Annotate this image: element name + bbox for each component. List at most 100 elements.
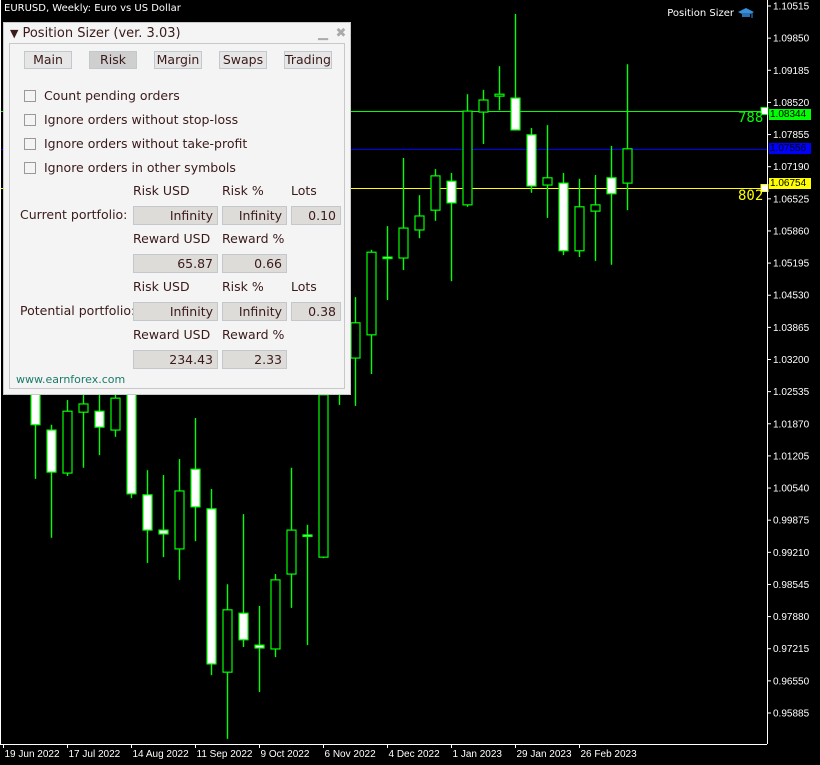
bear-candle-body	[46, 429, 57, 473]
candle	[494, 66, 505, 111]
time-tick-label: 11 Sep 2022	[197, 749, 253, 760]
price-tick-label: 1.10515	[773, 2, 810, 13]
candle	[622, 64, 633, 211]
checkbox-label: Ignore orders without stop-loss	[44, 112, 239, 127]
current-reward-usd: 65.87	[133, 254, 218, 273]
collapse-triangle-icon[interactable]: ▼	[10, 26, 19, 40]
chart-title: EURUSD, Weekly: Euro vs US Dollar	[4, 3, 181, 14]
time-tick-label: 17 Jul 2022	[69, 749, 121, 760]
position-sizer-panel: ▼ Position Sizer (ver. 3.03) ▁ ✖ Main Ri…	[3, 22, 351, 395]
bear-candle-body	[190, 468, 201, 508]
candle	[286, 467, 297, 608]
bull-candle-body	[494, 93, 505, 97]
candle	[606, 145, 617, 265]
header-lots: Lots	[291, 183, 317, 198]
candle	[446, 172, 457, 282]
candle	[62, 400, 73, 476]
bull-candle-body	[398, 227, 409, 259]
candle	[46, 424, 57, 538]
bull-candle-body	[542, 177, 553, 186]
checkbox-label: Ignore orders without take-profit	[44, 136, 248, 151]
price-tick-label: 1.00540	[773, 484, 810, 495]
potential-portfolio-label: Potential portfolio:	[20, 303, 136, 318]
potential-reward-pct: 2.33	[222, 350, 287, 369]
price-tick-label: 1.05860	[773, 226, 810, 237]
price-tick-label: 0.97880	[773, 612, 810, 623]
bear-candle-body	[94, 410, 105, 428]
candle	[174, 459, 185, 580]
header-risk-pct: Risk %	[222, 183, 264, 198]
entry-price-tag: 1.07556	[769, 143, 811, 154]
tab-risk[interactable]: Risk	[89, 51, 137, 69]
position-sizer-chart-label[interactable]: Position Sizer	[667, 7, 754, 19]
time-tick-label: 6 Nov 2022	[325, 749, 377, 760]
stop-loss-points: 802	[738, 188, 764, 204]
take-profit-price-tag: 1.08344	[769, 109, 811, 120]
tab-trading[interactable]: Trading	[284, 51, 332, 69]
potential-risk-usd: Infinity	[133, 302, 218, 321]
bull-candle-body	[478, 99, 489, 113]
candle	[350, 297, 361, 406]
candle	[414, 195, 425, 239]
candle	[510, 13, 521, 131]
graduation-cap-icon	[738, 8, 754, 18]
candle	[398, 157, 409, 271]
earnforex-link[interactable]: www.earnforex.com	[16, 373, 126, 386]
candle	[302, 524, 313, 646]
time-tick-label: 1 Jan 2023	[453, 749, 503, 760]
bull-candle-body	[270, 579, 281, 650]
time-tick-label: 29 Jan 2023	[517, 749, 572, 760]
header-reward-pct: Reward %	[222, 231, 285, 246]
candle	[206, 489, 217, 676]
potential-lots: 0.38	[291, 302, 341, 321]
indicator-label: Position Sizer	[667, 7, 734, 19]
bear-candle-body	[606, 177, 617, 195]
bear-candle-body	[30, 389, 41, 426]
checkbox-box[interactable]	[24, 113, 36, 126]
bear-candle-body	[302, 534, 313, 538]
candle	[366, 249, 377, 374]
stop-loss-price-tag: 1.06754	[769, 178, 811, 189]
bull-candle-body	[414, 215, 425, 231]
header-lots: Lots	[291, 279, 317, 294]
potential-risk-pct: Infinity	[222, 302, 287, 321]
candle	[318, 389, 329, 559]
checkbox-ignore-other-symbols[interactable]: Ignore orders in other symbols	[24, 160, 236, 175]
checkbox-box[interactable]	[24, 161, 36, 174]
checkbox-box[interactable]	[24, 137, 36, 150]
bear-candle-body	[158, 529, 169, 535]
bull-candle-body	[222, 609, 233, 673]
bull-candle-body	[174, 490, 185, 550]
checkbox-ignore-no-tp[interactable]: Ignore orders without take-profit	[24, 136, 247, 151]
price-tick-label: 1.02535	[773, 387, 810, 398]
bear-candle-body	[558, 182, 569, 252]
bear-candle-body	[126, 391, 137, 495]
tab-main[interactable]: Main	[24, 51, 72, 69]
bull-candle-body	[622, 148, 633, 184]
bull-candle-body	[318, 394, 329, 558]
header-reward-usd: Reward USD	[133, 231, 211, 246]
bull-candle-body	[350, 322, 361, 359]
checkbox-box[interactable]	[24, 89, 36, 102]
panel-title-bar[interactable]: ▼ Position Sizer (ver. 3.03) ▁ ✖	[4, 23, 350, 43]
candle	[542, 125, 553, 218]
price-tick-label: 1.01870	[773, 419, 810, 430]
candle	[158, 474, 169, 558]
bear-candle-body	[382, 256, 393, 260]
candle	[574, 178, 585, 258]
tab-margin[interactable]: Margin	[154, 51, 202, 69]
checkbox-ignore-no-sl[interactable]: Ignore orders without stop-loss	[24, 112, 238, 127]
bear-candle-body	[446, 180, 457, 204]
price-tick-label: 1.07190	[773, 162, 810, 173]
checkbox-count-pending[interactable]: Count pending orders	[24, 88, 180, 103]
tab-swaps[interactable]: Swaps	[219, 51, 267, 69]
bear-candle-body	[254, 644, 265, 649]
time-tick-label: 4 Dec 2022	[389, 749, 441, 760]
price-tick-label: 1.04530	[773, 291, 810, 302]
minimize-icon[interactable]: ▁	[318, 25, 328, 41]
time-tick-label: 26 Feb 2023	[581, 749, 638, 760]
current-lots: 0.10	[291, 206, 341, 225]
price-tick-label: 1.06525	[773, 194, 810, 205]
close-icon[interactable]: ✖	[335, 25, 347, 41]
